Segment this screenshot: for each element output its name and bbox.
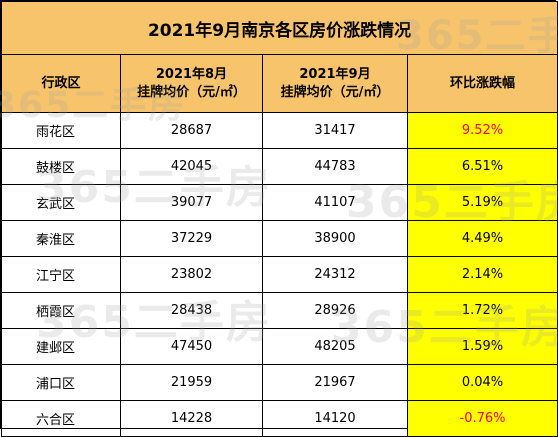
header-aug-price: 2021年8月 挂牌均价（元/㎡）: [120, 54, 263, 113]
sep-price-cell: 14120: [262, 400, 408, 437]
aug-price-cell: 39077: [120, 184, 263, 221]
table-title: 2021年9月南京各区房价涨跌情况: [0, 1, 558, 55]
change-cell: 1.72%: [406, 292, 558, 329]
district-cell: 玄武区: [1, 184, 121, 221]
sep-price-cell: 31417: [262, 112, 408, 149]
district-cell: 江宁区: [1, 256, 121, 293]
table-row: 雨花区 28687 31417 9.52%: [1, 112, 558, 149]
table-row: 玄武区 39077 41107 5.19%: [1, 184, 558, 221]
aug-price-cell: 14228: [120, 400, 263, 437]
change-cell: -0.76%: [406, 400, 558, 437]
change-cell: 5.19%: [406, 184, 558, 221]
aug-price-cell: 47450: [120, 328, 263, 365]
sep-price-cell: 38900: [262, 220, 408, 257]
change-cell: 2.14%: [406, 256, 558, 293]
table-row: 浦口区 21959 21967 0.04%: [1, 364, 558, 401]
change-cell: 9.52%: [406, 112, 558, 149]
sep-price-cell: 44783: [262, 148, 408, 185]
header-sep-price: 2021年9月 挂牌均价（元/㎡）: [262, 54, 408, 113]
table-row: 鼓楼区 42045 44783 6.51%: [1, 148, 558, 185]
table-body: 雨花区 28687 31417 9.52% 鼓楼区 42045 44783 6.51% 玄武区 3…: [1, 112, 558, 437]
aug-price-cell: 37229: [120, 220, 263, 257]
aug-price-cell: 21959: [120, 364, 263, 401]
table-row: 六合区 14228 14120 -0.76%: [1, 400, 558, 437]
header-sep-line2: 挂牌均价（元/㎡）: [280, 84, 390, 100]
aug-price-cell: 23802: [120, 256, 263, 293]
sep-price-cell: 28926: [262, 292, 408, 329]
table-row: 栖霞区 28438 28926 1.72%: [1, 292, 558, 329]
sep-price-cell: 41107: [262, 184, 408, 221]
header-aug-line1: 2021年8月: [155, 66, 228, 82]
aug-price-cell: 28438: [120, 292, 263, 329]
sep-price-cell: 21967: [262, 364, 408, 401]
change-cell: 4.49%: [406, 220, 558, 257]
header-sep-line1: 2021年9月: [299, 66, 371, 82]
table-row: 建邺区 47450 48205 1.59%: [1, 328, 558, 365]
change-cell: 6.51%: [406, 148, 558, 185]
aug-price-cell: 42045: [120, 148, 263, 185]
district-cell: 雨花区: [1, 112, 121, 149]
header-district: 行政区: [1, 54, 121, 113]
district-cell: 浦口区: [1, 364, 121, 401]
change-cell: 0.04%: [406, 364, 558, 401]
district-cell: 秦淮区: [1, 220, 121, 257]
district-cell: 栖霞区: [1, 292, 121, 329]
sep-price-cell: 24312: [262, 256, 408, 293]
district-cell: 六合区: [1, 400, 121, 437]
header-aug-line2: 挂牌均价（元/㎡）: [137, 84, 246, 100]
table-row: 江宁区 23802 24312 2.14%: [1, 256, 558, 293]
district-cell: 建邺区: [1, 328, 121, 365]
district-cell: 鼓楼区: [1, 148, 121, 185]
change-cell: 1.59%: [406, 328, 558, 365]
aug-price-cell: 28687: [120, 112, 263, 149]
table-row: 秦淮区 37229 38900 4.49%: [1, 220, 558, 257]
sep-price-cell: 48205: [262, 328, 408, 365]
header-change: 环比涨跌幅: [406, 54, 558, 113]
